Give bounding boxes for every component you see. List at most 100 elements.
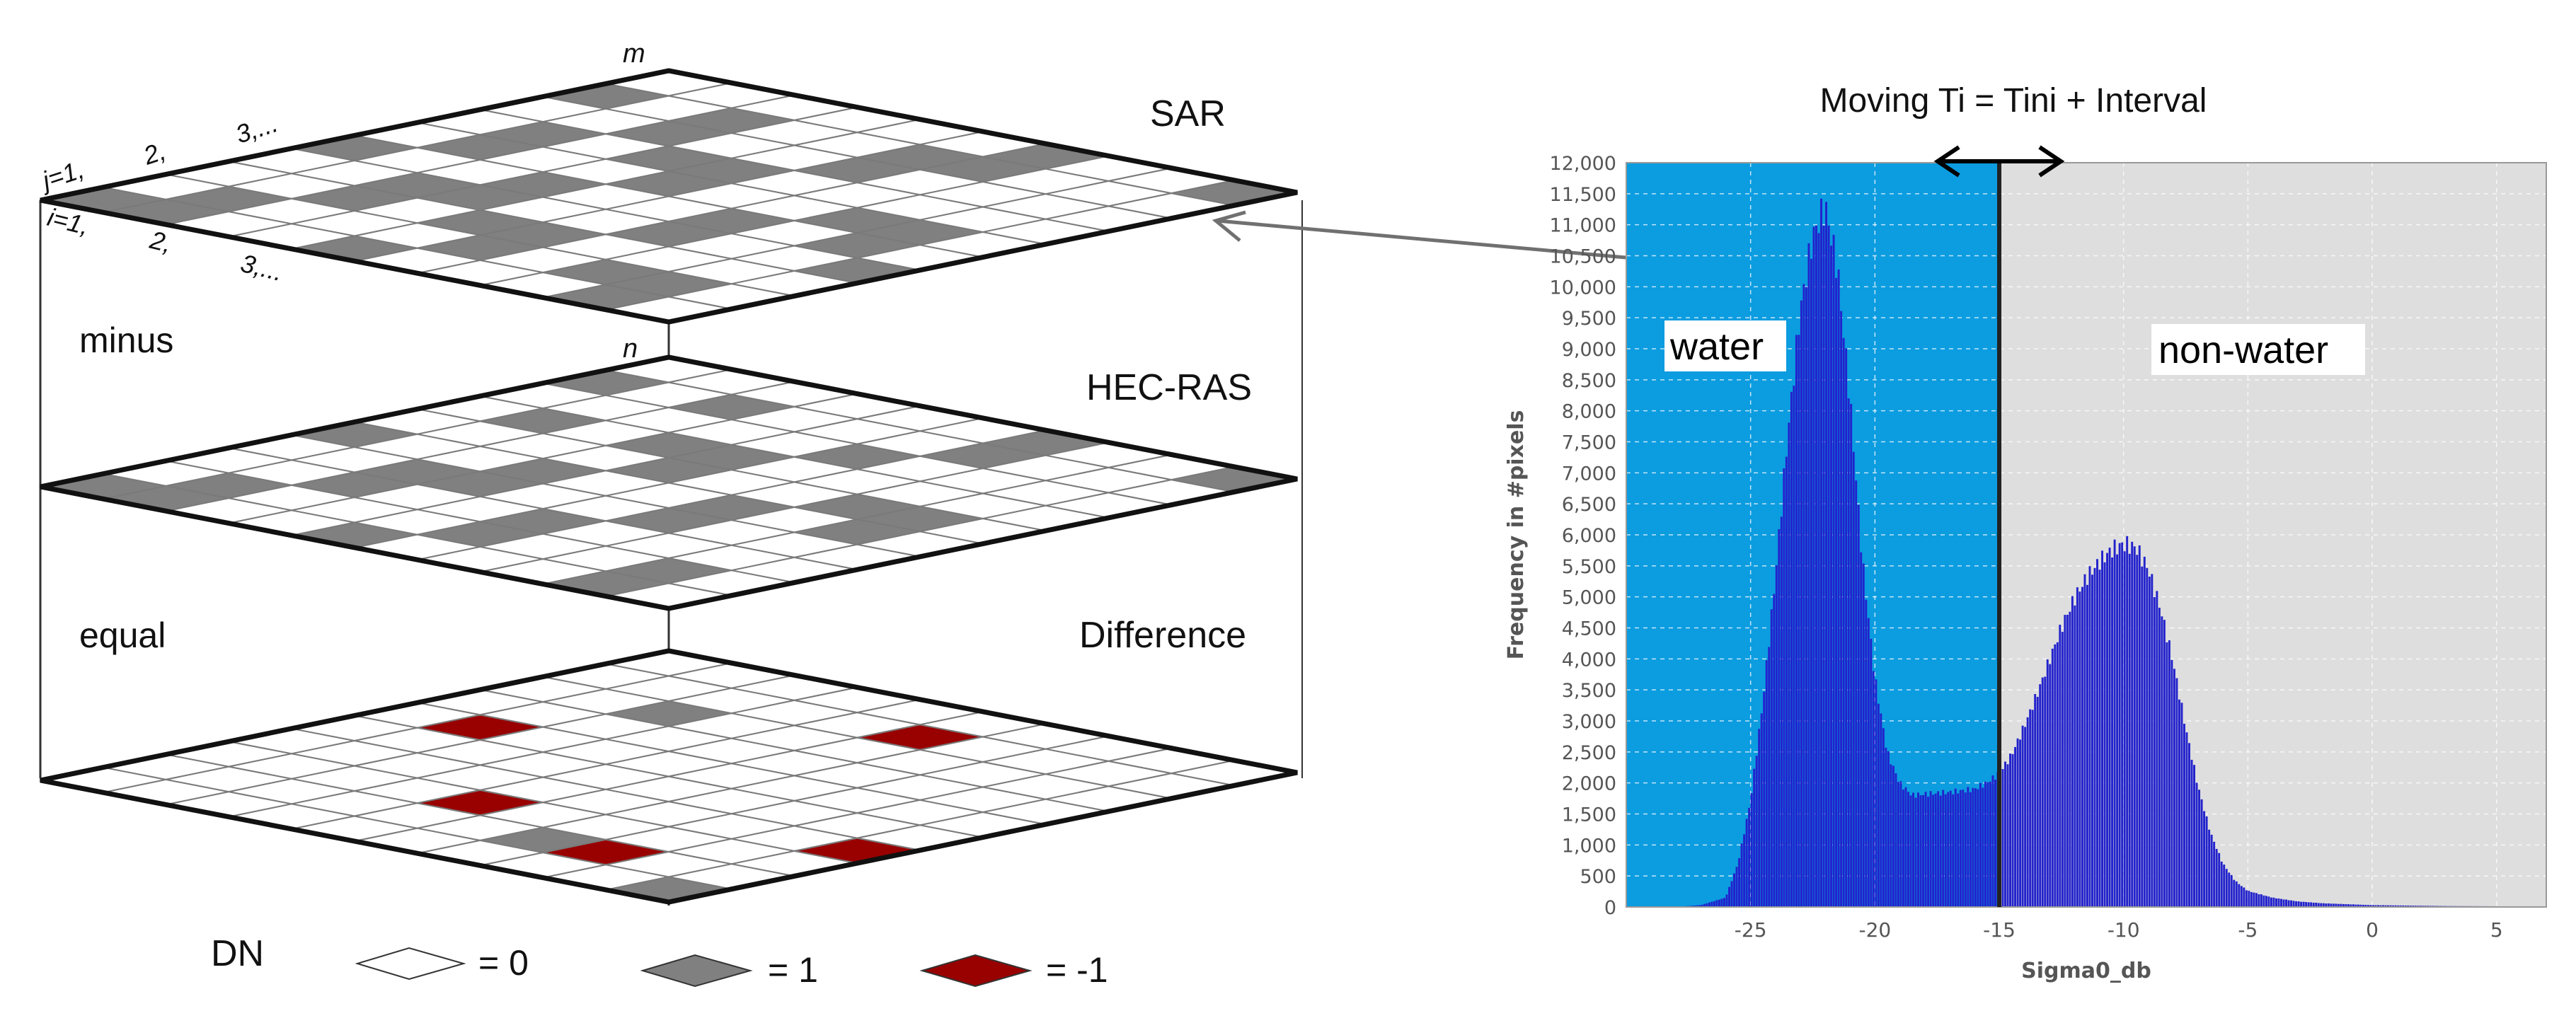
histogram-bar	[1855, 480, 1858, 907]
histogram-bar	[2372, 905, 2374, 907]
moving-threshold-arrowhead-right	[2038, 145, 2065, 178]
histogram-bar	[2076, 587, 2078, 907]
histogram-bar	[1790, 391, 1793, 907]
y-tick-label: 10,500	[1550, 246, 1616, 268]
y-tick-label: 0	[1604, 897, 1616, 919]
histogram-bar	[2402, 905, 2405, 907]
histogram-bar	[1872, 671, 1875, 907]
histogram-bar	[2086, 584, 2088, 907]
histogram-bar	[2213, 841, 2216, 907]
histogram-bar	[1954, 788, 1957, 907]
histogram-bar	[2118, 543, 2121, 907]
histogram-bar	[2054, 644, 2057, 907]
histogram-bar	[2183, 723, 2185, 907]
histogram-bar	[1924, 792, 1927, 907]
histogram-bar	[2335, 903, 2338, 907]
histogram-bar	[2158, 608, 2161, 907]
histogram-bar	[1703, 903, 1706, 907]
y-tick-label: 9,500	[1562, 308, 1616, 330]
histogram-bar	[2148, 577, 2151, 907]
i-index-2: 2,	[146, 225, 175, 258]
histogram-bar	[2407, 905, 2410, 907]
y-tick-label: 3,000	[1562, 711, 1616, 733]
histogram-bar	[2322, 903, 2325, 907]
histogram-bar	[2317, 903, 2320, 907]
histogram-bar	[2205, 816, 2208, 907]
sar-grid	[40, 68, 1298, 325]
histogram-bar	[1773, 594, 1776, 907]
y-tick-label: 5,500	[1562, 556, 1616, 578]
histogram-bar	[1723, 898, 1725, 907]
histogram-bar	[2347, 904, 2350, 907]
histogram-bar	[2290, 900, 2293, 907]
histogram-bar	[2153, 596, 2156, 907]
histogram-bar	[2163, 620, 2166, 907]
histogram-bar	[1907, 792, 1909, 907]
histogram-bar	[2041, 677, 2044, 907]
y-tick-label: 11,000	[1550, 215, 1616, 237]
difference-grid-border	[40, 648, 1298, 905]
histogram-bar	[2382, 905, 2385, 907]
histogram-bar	[1715, 900, 1718, 907]
sar-grid-border	[40, 68, 1298, 325]
histogram-bar	[2091, 574, 2093, 907]
histogram-chart: Moving Ti = Tini + Interval 0 500 1,000 1,5…	[1504, 82, 2547, 983]
histogram-bar	[2200, 799, 2203, 907]
histogram-bar	[2267, 896, 2270, 907]
histogram-bar	[1939, 795, 1942, 907]
histogram-bar	[2056, 642, 2059, 907]
x-tick-label: 5	[2490, 918, 2503, 942]
histogram-bar	[1743, 834, 1746, 907]
histogram-bar	[2342, 903, 2345, 907]
histogram-bar	[2397, 905, 2400, 907]
histogram-bar	[2337, 903, 2340, 907]
y-tick-label: 7,000	[1562, 463, 1616, 485]
histogram-bar	[2377, 905, 2379, 907]
histogram-bar	[2220, 861, 2223, 907]
histogram-bar	[1733, 873, 1735, 907]
histogram-bar	[1964, 792, 1967, 907]
histogram-bar	[2185, 732, 2188, 907]
histogram-bar	[2121, 542, 2124, 907]
difference-label: Difference	[1079, 615, 1246, 656]
histogram-bar	[1698, 905, 1701, 907]
histogram-bar	[2016, 738, 2019, 907]
histogram-bar	[1977, 789, 1979, 907]
histogram-bar	[1899, 781, 1902, 907]
histogram-bar	[2332, 903, 2335, 907]
legend-title: DN	[211, 933, 264, 974]
legend-label-zero: = 0	[478, 943, 529, 983]
histogram-bar	[1770, 609, 1773, 907]
y-tick-label: 1,500	[1562, 804, 1616, 826]
histogram-bar	[2071, 596, 2074, 907]
histogram-bar	[1857, 504, 1860, 907]
y-tick-label: 9,000	[1562, 339, 1616, 361]
histogram-bar	[2141, 566, 2144, 907]
histogram-bar	[2330, 903, 2333, 907]
histogram-bar	[2175, 678, 2178, 907]
histogram-bar	[2225, 869, 2228, 907]
legend-swatch-neg	[919, 954, 1033, 988]
layer-stack: SAR HEC-RAS Difference minus equal m n j…	[35, 39, 1303, 906]
histogram-bar	[2282, 899, 2285, 907]
histogram-bar	[1738, 858, 1741, 907]
x-tick-label: -25	[1735, 918, 1767, 942]
legend-swatch-one	[640, 954, 753, 988]
histogram-bar	[1917, 792, 1919, 907]
histogram-bar	[2036, 697, 2039, 907]
y-tick-label: 6,000	[1562, 525, 1616, 547]
y-tick-label: 11,500	[1550, 184, 1616, 206]
x-tick-label: -5	[2238, 918, 2258, 942]
histogram-bar	[1922, 794, 1925, 907]
histogram-bar	[2004, 761, 2006, 907]
histogram-bar	[1949, 790, 1952, 907]
histogram-bar	[2143, 556, 2146, 907]
histogram-bar	[2046, 659, 2049, 907]
histogram-bar	[2362, 904, 2364, 907]
histogram-bar	[1696, 905, 1698, 907]
histogram-bar	[1735, 867, 1738, 907]
histogram-bar	[2300, 901, 2303, 907]
moving-threshold-arrowhead-left	[1933, 145, 1960, 178]
histogram-bar	[2315, 902, 2318, 907]
histogram-bar	[2292, 901, 2295, 907]
